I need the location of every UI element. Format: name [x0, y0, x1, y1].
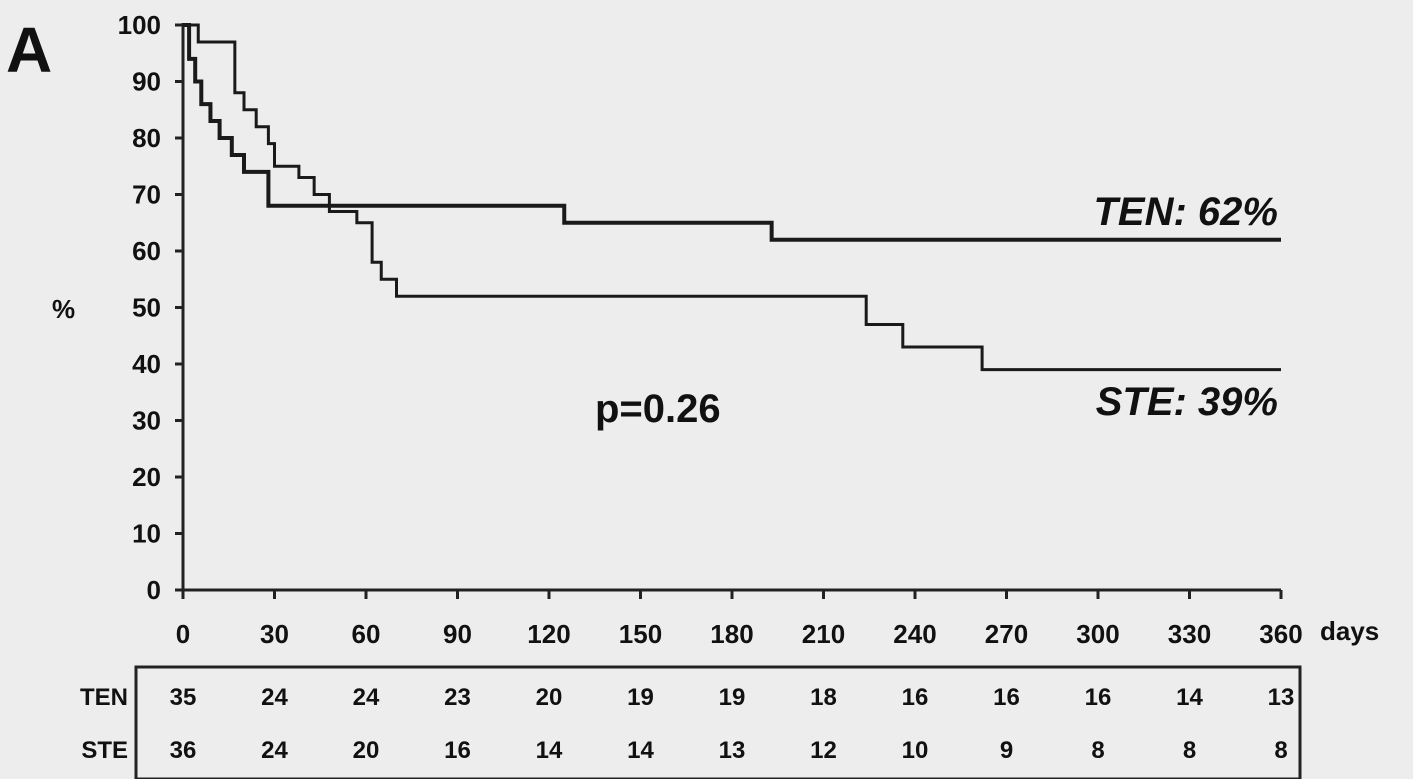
- y-tick-label: 40: [132, 349, 161, 379]
- y-tick-label: 100: [118, 10, 161, 40]
- x-tick-label: 120: [527, 619, 570, 649]
- risk-row-label: TEN: [80, 684, 128, 711]
- risk-cell: 20: [536, 684, 563, 711]
- y-tick-label: 70: [132, 180, 161, 210]
- y-tick-label: 0: [147, 575, 161, 605]
- risk-row-label: STE: [81, 737, 128, 764]
- risk-cell: 35: [170, 684, 197, 711]
- x-tick-label: 150: [619, 619, 662, 649]
- x-tick-label: 30: [260, 619, 289, 649]
- risk-cell: 16: [902, 684, 929, 711]
- risk-cell: 18: [810, 684, 837, 711]
- risk-cell: 14: [536, 737, 563, 764]
- risk-cell: 8: [1274, 737, 1287, 764]
- ten-annotation: TEN: 62%: [1094, 190, 1279, 234]
- x-tick-label: 300: [1076, 619, 1119, 649]
- x-tick-label: 360: [1259, 619, 1302, 649]
- x-tick-label: 0: [176, 619, 190, 649]
- risk-cell: 12: [810, 737, 837, 764]
- risk-cell: 16: [993, 684, 1020, 711]
- survival-curve-ten: [183, 23, 1281, 242]
- y-tick-label: 50: [132, 293, 161, 323]
- survival-curve-ste: [183, 23, 1281, 372]
- risk-cell: 20: [353, 737, 380, 764]
- x-tick-label: 330: [1168, 619, 1211, 649]
- x-tick-label: 180: [710, 619, 753, 649]
- x-tick-label: 60: [352, 619, 381, 649]
- risk-cell: 10: [902, 737, 929, 764]
- y-tick-label: 90: [132, 67, 161, 97]
- risk-cell: 8: [1183, 737, 1196, 764]
- panel-label: A: [6, 14, 52, 86]
- risk-cell: 14: [1176, 684, 1203, 711]
- risk-cell: 13: [1268, 684, 1295, 711]
- risk-cell: 24: [261, 684, 288, 711]
- risk-cell: 36: [170, 737, 197, 764]
- risk-cell: 16: [1085, 684, 1112, 711]
- y-tick-label: 60: [132, 236, 161, 266]
- risk-cell: 16: [444, 737, 471, 764]
- x-tick-label: 240: [893, 619, 936, 649]
- risk-cell: 23: [444, 684, 471, 711]
- y-tick-label: 20: [132, 462, 161, 492]
- y-tick-label: 10: [132, 519, 161, 549]
- risk-cell: 13: [719, 737, 746, 764]
- p-value-annotation: p=0.26: [595, 387, 721, 431]
- risk-cell: 9: [1000, 737, 1013, 764]
- y-tick-label: 80: [132, 123, 161, 153]
- risk-cell: 14: [627, 737, 654, 764]
- risk-cell: 24: [353, 684, 380, 711]
- y-tick-label: 30: [132, 406, 161, 436]
- risk-cell: 19: [719, 684, 746, 711]
- risk-table-box: [134, 665, 1302, 779]
- y-axis-label: %: [52, 294, 75, 324]
- x-tick-label: 270: [985, 619, 1028, 649]
- x-tick-label: 90: [443, 619, 472, 649]
- ste-annotation: STE: 39%: [1096, 380, 1278, 424]
- risk-cell: 8: [1091, 737, 1104, 764]
- x-tick-label: 210: [802, 619, 845, 649]
- risk-cell: 19: [627, 684, 654, 711]
- risk-cell: 24: [261, 737, 288, 764]
- x-axis-unit-label: days: [1320, 616, 1379, 646]
